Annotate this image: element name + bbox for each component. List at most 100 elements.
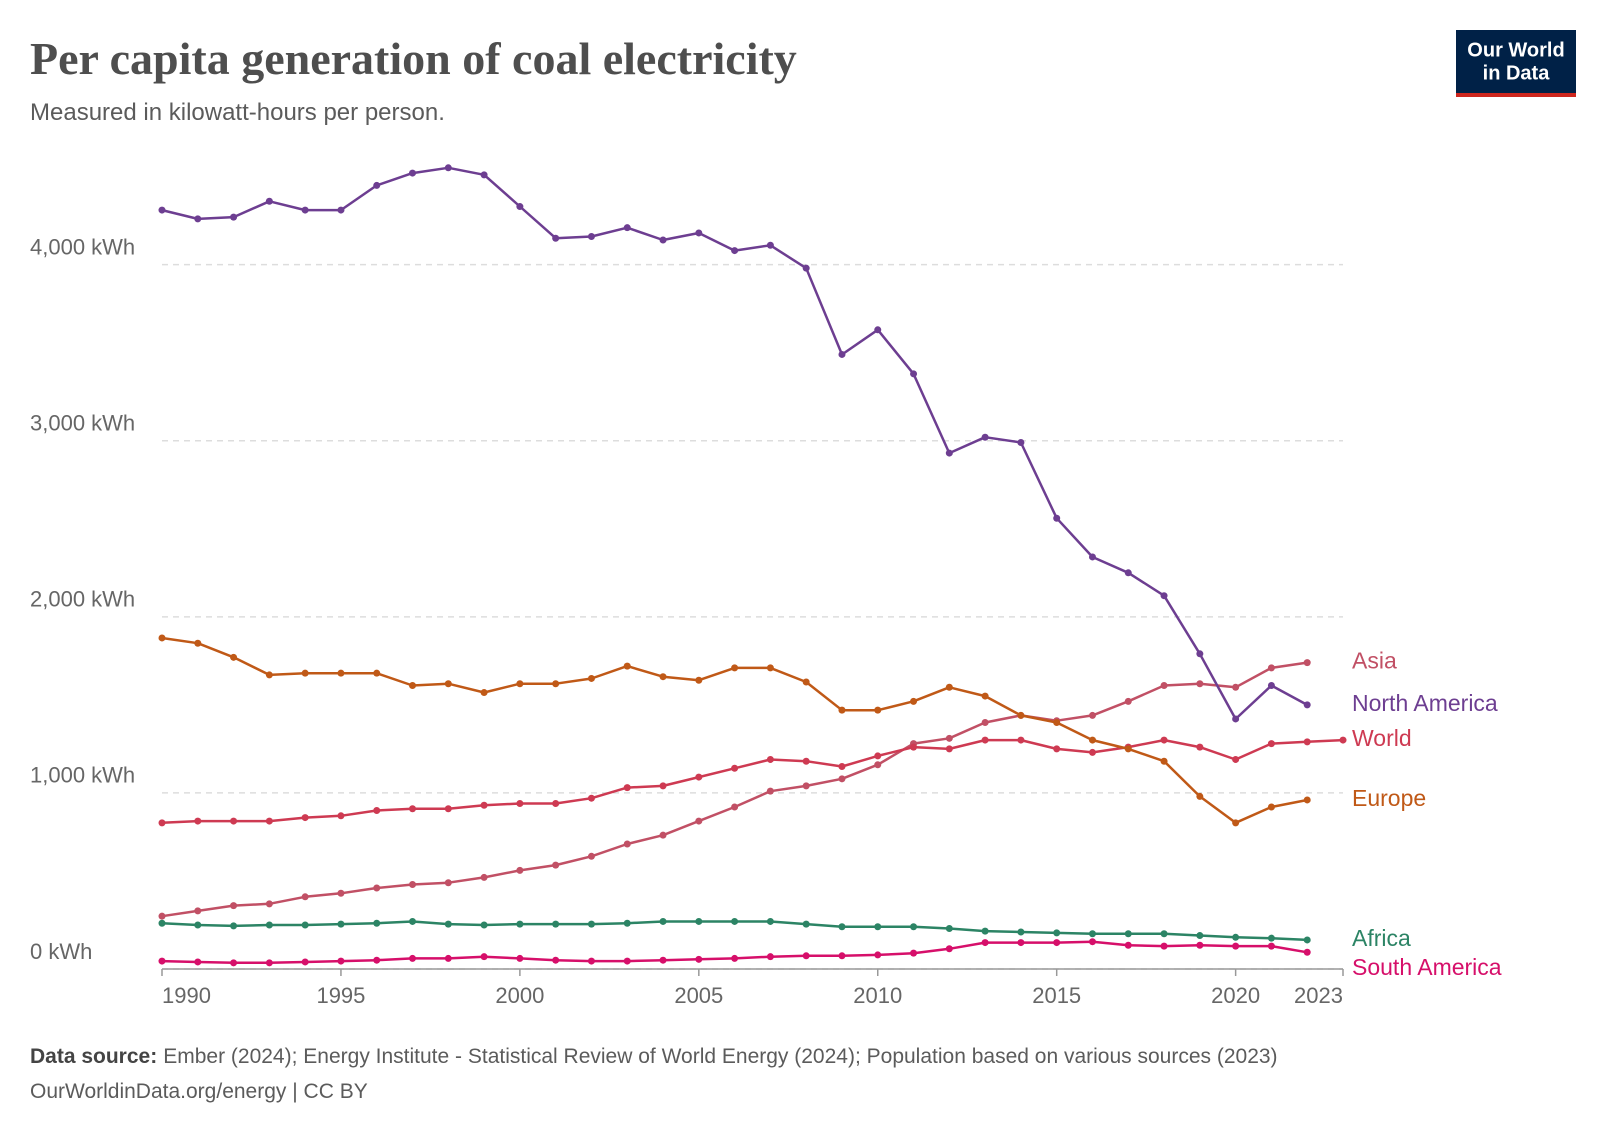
data-point [337,920,345,928]
data-point [444,920,452,928]
logo-bar [1456,93,1576,97]
logo: Our World in Data [1456,30,1576,97]
data-point [516,866,524,874]
data-point [587,232,595,240]
data-point [1196,650,1204,658]
data-point [731,664,739,672]
data-point [838,775,846,783]
data-point [1160,592,1168,600]
data-point [301,893,309,901]
data-point [552,861,560,869]
data-point [695,955,703,963]
data-point [659,236,667,244]
data-point [874,706,882,714]
data-point [444,164,452,172]
y-tick-label: 3,000 kWh [30,411,135,436]
data-point [802,678,810,686]
data-point [766,241,774,249]
y-tick-label: 1,000 kWh [30,763,135,788]
data-point [373,884,381,892]
data-point [802,920,810,928]
data-point [910,949,918,957]
data-point [766,953,774,961]
data-point [731,803,739,811]
data-point [659,831,667,839]
data-point [1196,941,1204,949]
data-point [1088,930,1096,938]
data-point [194,958,202,966]
data-point [1196,680,1204,688]
data-point [409,805,417,813]
data-point [373,181,381,189]
data-point [409,880,417,888]
data-point [981,718,989,726]
data-point [981,939,989,947]
data-point [945,734,953,742]
data-point [802,952,810,960]
data-point [337,957,345,965]
data-point [194,639,202,647]
data-point [1160,942,1168,950]
data-point [1017,711,1025,719]
data-point [552,956,560,964]
series-label: Africa [1352,925,1411,951]
data-point [373,807,381,815]
data-point [874,951,882,959]
y-tick-label: 2,000 kWh [30,587,135,612]
data-point [1196,743,1204,751]
data-point [766,664,774,672]
data-point [552,920,560,928]
data-point [838,952,846,960]
data-point [802,264,810,272]
data-point [373,669,381,677]
source-text: Ember (2024); Energy Institute - Statist… [163,1045,1277,1068]
data-point [659,673,667,681]
data-point [731,917,739,925]
data-point [265,921,273,929]
data-point [194,907,202,915]
series-label: World [1352,725,1412,751]
data-point [1196,932,1204,940]
x-tick-label: 2020 [1211,983,1260,1008]
data-point [766,755,774,763]
data-point [516,920,524,928]
data-point [230,902,238,910]
x-tick-label: 2010 [853,983,902,1008]
data-point [265,671,273,679]
data-point [409,169,417,177]
data-point [444,954,452,962]
data-point [1232,933,1240,941]
data-point [516,954,524,962]
data-point [230,817,238,825]
data-point [1053,745,1061,753]
series-label: North America [1352,690,1498,716]
data-point [230,653,238,661]
data-point [1303,701,1311,709]
data-point [516,203,524,211]
data-point [1053,939,1061,947]
data-point [1160,682,1168,689]
data-point [1303,936,1311,944]
data-point [1088,748,1096,756]
data-point [981,927,989,935]
data-point [1053,929,1061,937]
data-point [552,680,560,688]
chart-title: Per capita generation of coal electricit… [30,33,797,84]
data-point [1053,514,1061,522]
series-line [161,661,1308,918]
plot-area: 0 kWh 1,000 kWh 2,000 kWh 3,000 kWh 4,000 kW… [30,164,1502,1008]
data-point [1267,942,1275,950]
data-point [301,814,309,822]
data-point [838,706,846,714]
data-point [1053,718,1061,726]
data-point [623,784,631,792]
x-tick-label: 2015 [1032,983,1081,1008]
data-point [1124,569,1132,577]
x-tick-label: 2000 [495,983,544,1008]
data-point [910,697,918,705]
data-point [981,692,989,700]
data-point [695,773,703,781]
data-point [158,912,166,920]
data-point [623,919,631,927]
data-point [1124,697,1132,705]
